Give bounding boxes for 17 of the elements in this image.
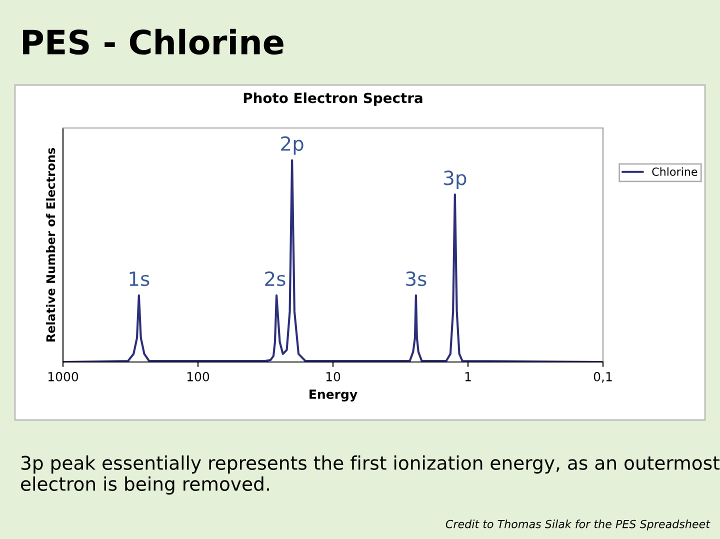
x-axis-title: Energy	[310, 390, 358, 402]
annotation: 3s	[406, 271, 426, 286]
x-tick-label: 100	[187, 372, 210, 382]
annotation: 3p	[444, 170, 466, 190]
text: PES - Chlorine	[23, 28, 284, 55]
annotation: 2p	[281, 136, 304, 155]
x-tick-label: 10	[326, 372, 340, 382]
x-tick-label: 1	[465, 372, 471, 382]
y-axis-title: Relative Number of Electrons	[46, 148, 56, 342]
chart-title: Photo Electron Spectra	[244, 92, 422, 106]
text: Credit to Thomas Silak for the PES Spreadsheet	[446, 520, 710, 530]
x-tick-label: 1000	[48, 372, 78, 382]
x-tick-label: 0,1	[594, 372, 612, 383]
annotation: 1s	[130, 272, 150, 286]
text: 3p peak essentially represents the first ionization energy, as an outermost electron is being removed.	[21, 455, 720, 495]
legend-label: Chlorine	[652, 167, 698, 176]
annotation: 2s	[265, 271, 286, 286]
